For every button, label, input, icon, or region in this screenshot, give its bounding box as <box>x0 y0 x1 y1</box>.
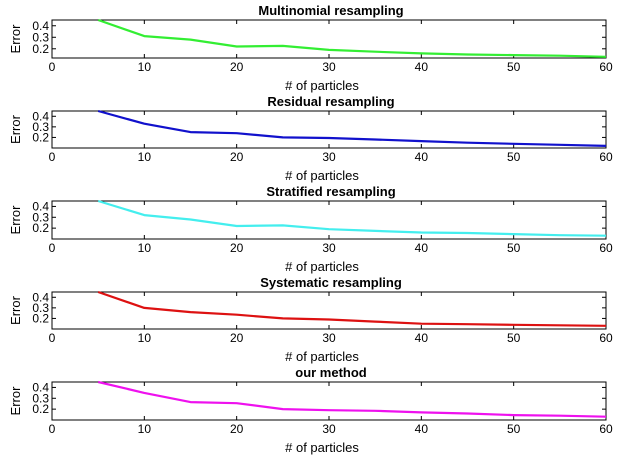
x-tick-label: 30 <box>322 422 336 436</box>
axes-box <box>51 291 607 330</box>
subplot-5: our method 0 10 20 30 40 50 60 0.20.30.4 # of par… <box>8 365 613 455</box>
y-axis-label: Error <box>8 386 23 416</box>
x-tick-label: 40 <box>415 60 429 74</box>
x-axis-label: # of particles <box>285 259 359 274</box>
y-tick-label: 0.4 <box>32 380 49 394</box>
x-axis-label: # of particles <box>285 78 359 93</box>
x-tick-label: 10 <box>138 150 152 164</box>
y-tick-label: 0.2 <box>32 221 49 235</box>
series-line <box>97 380 607 418</box>
axes-box <box>51 19 607 59</box>
x-tick-label: 20 <box>230 60 244 74</box>
y-tick-label: 0.4 <box>32 109 49 123</box>
x-axis-label: # of particles <box>285 168 359 183</box>
x-tick-label: 10 <box>138 331 152 345</box>
y-tick-label: 0.4 <box>32 199 49 213</box>
x-tick-label: 0 <box>49 331 56 345</box>
series-line <box>97 290 607 327</box>
x-tick-label: 0 <box>49 150 56 164</box>
x-tick-label: 40 <box>415 241 429 255</box>
x-tick-label: 50 <box>507 150 521 164</box>
x-tick-label: 60 <box>599 60 613 74</box>
x-tick-label: 60 <box>599 241 613 255</box>
x-tick-label: 60 <box>599 422 613 436</box>
x-tick-label: 50 <box>507 241 521 255</box>
subplot-4: Systematic resampling 0 10 20 30 40 50 60 0.20.3… <box>8 275 613 364</box>
chart-title: Stratified resampling <box>266 184 395 199</box>
x-tick-label: 20 <box>230 331 244 345</box>
chart-title: Residual resampling <box>267 94 394 109</box>
x-axis-label: # of particles <box>285 440 359 455</box>
series-line <box>97 199 607 237</box>
y-tick-label: 0.3 <box>32 210 49 224</box>
y-axis-label: Error <box>8 24 23 54</box>
subplot-2: Residual resampling 0 10 20 30 40 50 60 0.20.30.… <box>8 94 613 183</box>
series-line <box>97 109 607 147</box>
x-tick-label: 40 <box>415 331 429 345</box>
x-tick-label: 10 <box>138 60 152 74</box>
x-tick-label: 60 <box>599 150 613 164</box>
y-tick-label: 0.3 <box>32 391 49 405</box>
axes-box <box>51 110 607 149</box>
x-tick-label: 0 <box>49 241 56 255</box>
chart-title: Multinomial resampling <box>258 3 403 18</box>
x-tick-label: 30 <box>322 331 336 345</box>
y-tick-label: 0.2 <box>32 42 49 56</box>
x-tick-label: 60 <box>599 331 613 345</box>
y-tick-label: 0.2 <box>32 402 49 416</box>
y-axis-label: Error <box>8 295 23 325</box>
x-tick-label: 30 <box>322 60 336 74</box>
y-tick-label: 0.2 <box>32 311 49 325</box>
y-axis-label: Error <box>8 114 23 144</box>
y-tick-label: 0.3 <box>32 301 49 315</box>
subplot-3: Stratified resampling 0 10 20 30 40 50 60 0.20.3… <box>8 184 613 274</box>
x-tick-label: 20 <box>230 241 244 255</box>
x-tick-label: 50 <box>507 331 521 345</box>
x-tick-label: 50 <box>507 422 521 436</box>
chart-title: Systematic resampling <box>260 275 402 290</box>
x-tick-label: 30 <box>322 241 336 255</box>
y-tick-label: 0.4 <box>32 290 49 304</box>
chart-title: our method <box>295 365 367 380</box>
y-tick-label: 0.4 <box>32 19 49 33</box>
x-tick-label: 20 <box>230 422 244 436</box>
x-axis-label: # of particles <box>285 349 359 364</box>
series-line <box>97 18 607 58</box>
x-tick-label: 20 <box>230 150 244 164</box>
x-tick-label: 40 <box>415 422 429 436</box>
y-tick-label: 0.3 <box>32 30 49 44</box>
x-tick-label: 30 <box>322 150 336 164</box>
x-tick-label: 40 <box>415 150 429 164</box>
x-tick-label: 50 <box>507 60 521 74</box>
x-tick-label: 10 <box>138 241 152 255</box>
y-tick-label: 0.2 <box>32 130 49 144</box>
y-tick-label: 0.3 <box>32 120 49 134</box>
y-axis-label: Error <box>8 205 23 235</box>
x-tick-label: 10 <box>138 422 152 436</box>
x-tick-label: 0 <box>49 60 56 74</box>
x-tick-label: 0 <box>49 422 56 436</box>
